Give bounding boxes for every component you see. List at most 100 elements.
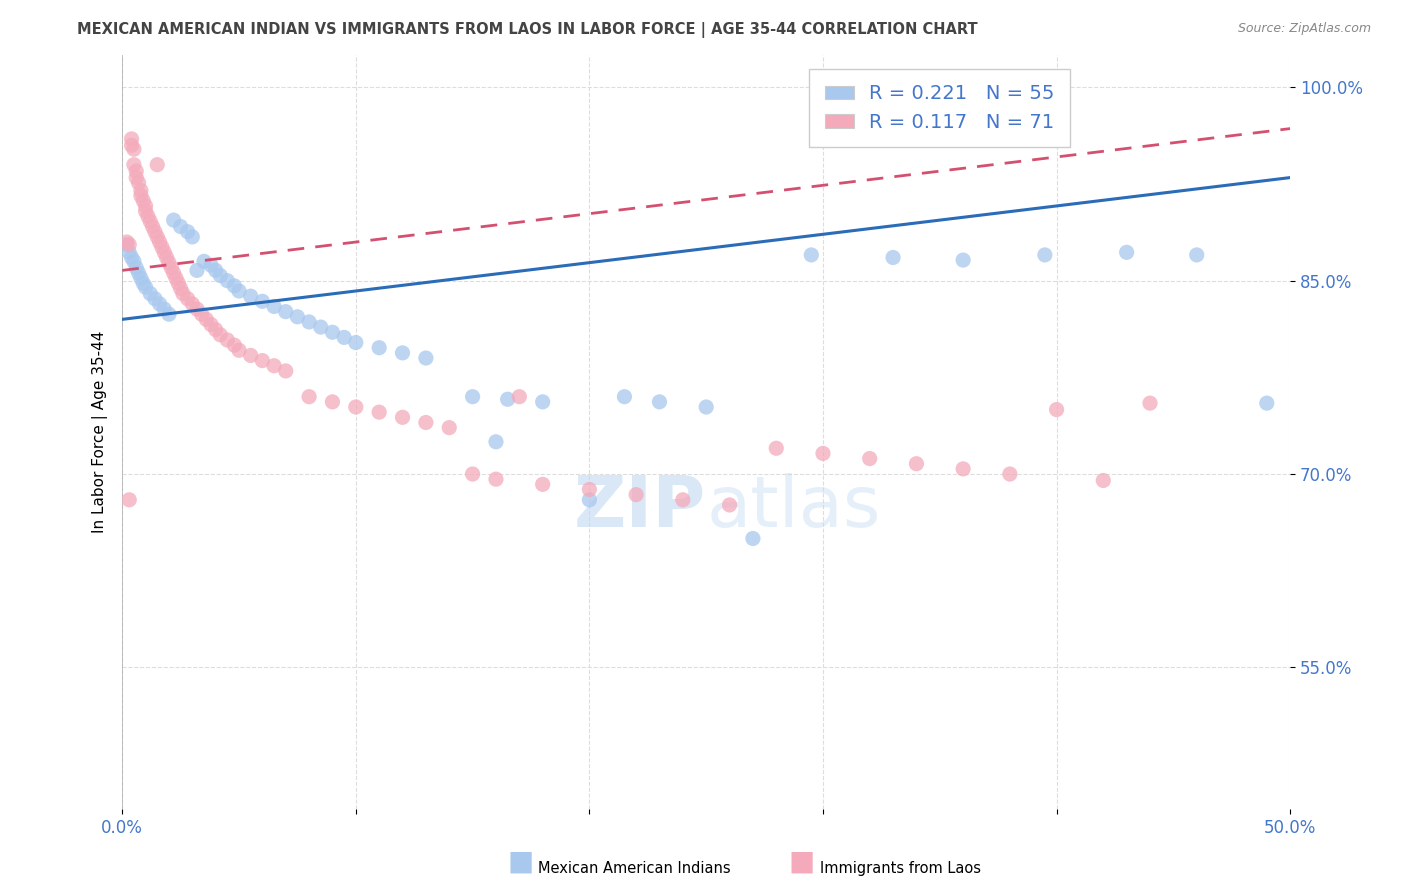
Point [149, 235, 172, 249]
Point [998, 467, 1021, 481]
Point [149, 297, 172, 311]
Point [169, 219, 191, 234]
Point [115, 235, 138, 249]
Point [1115, 245, 1137, 260]
Point [415, 351, 437, 365]
Y-axis label: In Labor Force | Age 35-44: In Labor Force | Age 35-44 [93, 331, 108, 533]
Point [169, 281, 191, 295]
Point [118, 237, 141, 252]
Point [1033, 248, 1056, 262]
Point [461, 390, 484, 404]
Point [224, 338, 246, 352]
Point [143, 292, 166, 306]
Point [859, 451, 882, 466]
Point [121, 138, 143, 153]
Point [118, 492, 141, 507]
Point [146, 158, 169, 172]
Legend: R = 0.221   N = 55, R = 0.117   N = 71: R = 0.221 N = 55, R = 0.117 N = 71 [808, 69, 1070, 147]
Point [228, 343, 250, 358]
Point [125, 260, 148, 275]
Point [309, 320, 332, 334]
Point [952, 462, 974, 476]
Point [952, 253, 974, 268]
Point [204, 323, 226, 337]
Text: ■: ■ [508, 848, 533, 876]
Point [176, 292, 198, 306]
Point [1045, 402, 1067, 417]
Point [153, 301, 176, 316]
Point [224, 278, 246, 293]
Point [485, 434, 508, 449]
Text: ■: ■ [789, 848, 814, 876]
Point [122, 142, 145, 156]
Point [125, 170, 148, 185]
Point [252, 294, 274, 309]
Point [613, 390, 636, 404]
Point [139, 286, 162, 301]
Point [115, 237, 138, 252]
Point [121, 132, 143, 146]
Point [439, 420, 461, 434]
Point [263, 359, 285, 373]
Point [209, 327, 232, 342]
Point [800, 248, 823, 262]
Point [461, 467, 484, 481]
Point [190, 307, 212, 321]
Point [485, 472, 508, 486]
Point [648, 395, 671, 409]
Point [391, 410, 413, 425]
Point [1185, 248, 1208, 262]
Point [344, 400, 367, 414]
Point [344, 335, 367, 350]
Point [578, 492, 600, 507]
Point [1139, 396, 1161, 410]
Point [274, 304, 297, 318]
Point [132, 277, 155, 291]
Point [162, 266, 184, 280]
Point [204, 263, 226, 277]
Point [142, 219, 165, 234]
Point [135, 204, 157, 219]
Point [143, 225, 166, 239]
Point [160, 260, 183, 275]
Point [150, 240, 173, 254]
Point [162, 213, 184, 227]
Point [718, 498, 741, 512]
Point [239, 289, 262, 303]
Point [741, 532, 763, 546]
Point [135, 199, 157, 213]
Point [135, 280, 157, 294]
Point [905, 457, 928, 471]
Point [321, 395, 343, 409]
Text: Mexican American Indians: Mexican American Indians [538, 861, 731, 876]
Point [321, 325, 343, 339]
Point [121, 251, 143, 265]
Point [217, 274, 239, 288]
Point [122, 158, 145, 172]
Point [578, 483, 600, 497]
Point [200, 258, 222, 272]
Point [882, 251, 904, 265]
Point [368, 405, 391, 419]
Point [129, 271, 152, 285]
Text: ZIP: ZIP [574, 473, 706, 542]
Point [531, 477, 554, 491]
Point [811, 446, 834, 460]
Point [129, 184, 152, 198]
Point [765, 442, 787, 456]
Point [128, 176, 150, 190]
Point [193, 254, 215, 268]
Point [195, 312, 218, 326]
Point [172, 286, 194, 301]
Point [181, 230, 204, 244]
Point [239, 348, 262, 362]
Point [508, 390, 530, 404]
Point [128, 266, 150, 280]
Point [136, 209, 159, 223]
Point [118, 245, 141, 260]
Point [146, 230, 169, 244]
Point [155, 251, 177, 265]
Point [181, 297, 204, 311]
Point [298, 390, 321, 404]
Point [496, 392, 519, 407]
